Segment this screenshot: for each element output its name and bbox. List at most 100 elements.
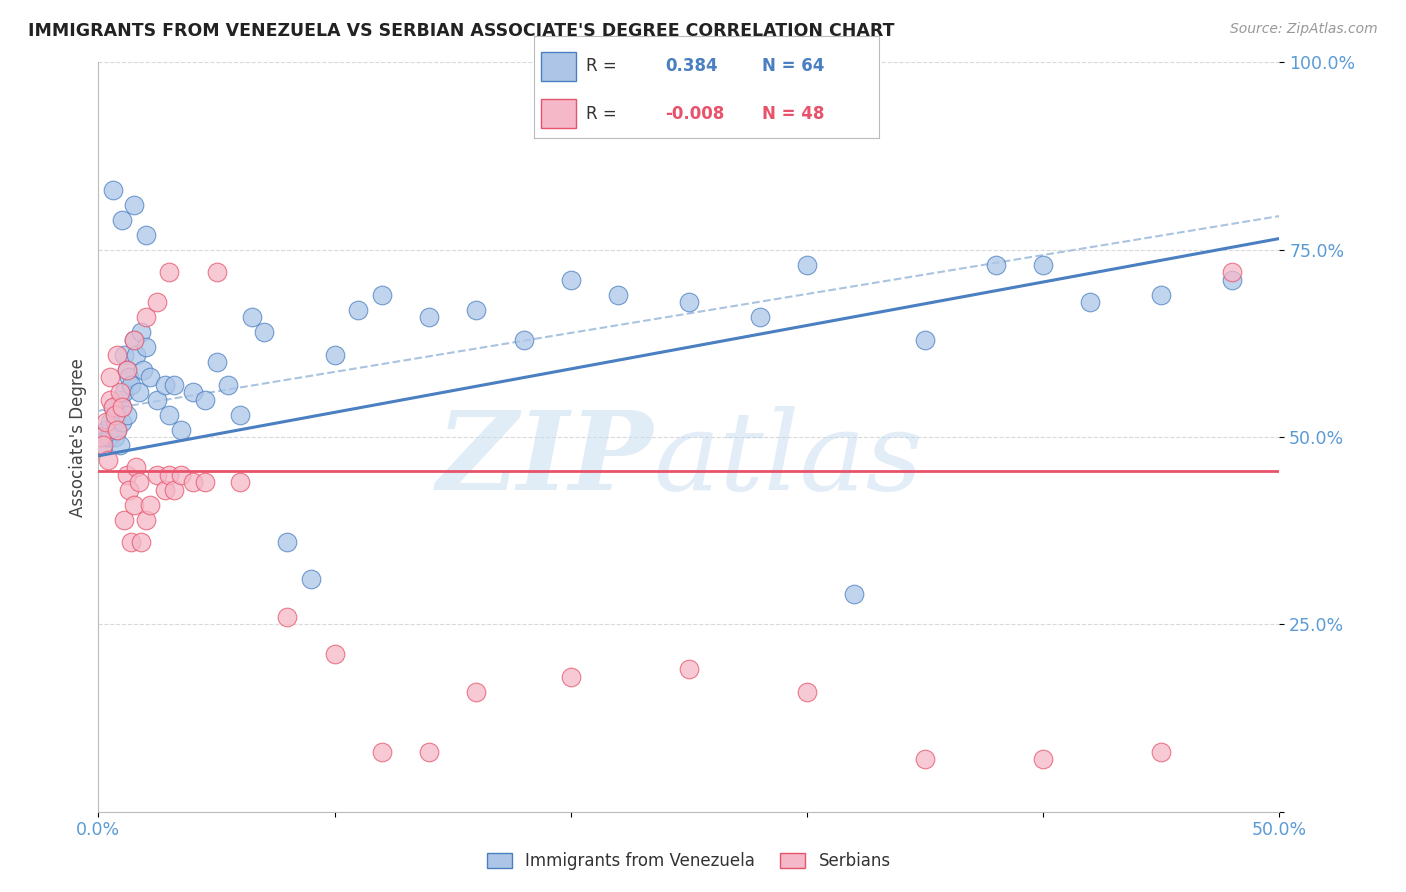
Point [1150, 745, 1173, 759]
Point [157, 408, 180, 422]
Point [105, 423, 128, 437]
Point [796, 258, 818, 272]
Point [121, 377, 143, 392]
Point [125, 348, 148, 362]
Point [607, 287, 630, 301]
Point [153, 483, 176, 497]
Point [217, 377, 239, 392]
Legend: Immigrants from Venezuela, Serbians: Immigrants from Venezuela, Serbians [479, 844, 898, 879]
Point [125, 460, 148, 475]
Point [104, 415, 127, 429]
Point [560, 273, 582, 287]
Point [90, 430, 112, 444]
Point [112, 512, 135, 526]
Text: R =: R = [586, 57, 621, 76]
Point [128, 385, 150, 400]
Point [276, 535, 298, 549]
Point [678, 662, 700, 676]
Point [163, 377, 186, 392]
Point [153, 377, 176, 392]
Point [108, 437, 131, 451]
Point [146, 295, 169, 310]
Point [111, 400, 134, 414]
Point [371, 745, 394, 759]
Point [115, 408, 138, 422]
FancyBboxPatch shape [541, 52, 575, 81]
Point [229, 408, 252, 422]
Point [118, 483, 141, 497]
Point [98, 392, 121, 407]
FancyBboxPatch shape [541, 99, 575, 128]
Point [205, 265, 228, 279]
Point [157, 265, 180, 279]
Point [1032, 258, 1054, 272]
Point [115, 362, 138, 376]
Text: atlas: atlas [654, 406, 924, 513]
Point [94, 415, 117, 429]
Point [194, 475, 217, 489]
Point [112, 348, 135, 362]
Point [170, 467, 193, 482]
Point [111, 415, 134, 429]
Point [323, 648, 346, 662]
Point [122, 333, 145, 347]
Point [181, 385, 204, 400]
Point [122, 198, 145, 212]
Point [121, 535, 143, 549]
Point [1080, 295, 1102, 310]
Text: R =: R = [586, 104, 621, 122]
Point [111, 212, 134, 227]
Point [240, 310, 263, 325]
Point [97, 430, 120, 444]
Point [560, 670, 582, 684]
Point [105, 408, 128, 422]
Point [98, 415, 121, 429]
Point [132, 362, 155, 376]
Point [108, 385, 131, 400]
Point [139, 370, 162, 384]
Point [115, 467, 138, 482]
Point [135, 512, 157, 526]
Text: Source: ZipAtlas.com: Source: ZipAtlas.com [1230, 22, 1378, 37]
Point [135, 310, 157, 325]
Point [170, 423, 193, 437]
Point [101, 400, 124, 414]
Point [90, 430, 112, 444]
Point [163, 483, 186, 497]
Point [678, 295, 700, 310]
Point [371, 287, 394, 301]
Point [844, 587, 866, 601]
Point [135, 340, 157, 354]
Point [914, 333, 936, 347]
Point [91, 437, 114, 451]
Point [157, 467, 180, 482]
Point [984, 258, 1007, 272]
Point [205, 355, 228, 369]
Text: ZIP: ZIP [437, 406, 654, 513]
Text: N = 64: N = 64 [762, 57, 824, 76]
Point [512, 333, 534, 347]
Point [229, 475, 252, 489]
Y-axis label: Associate's Degree: Associate's Degree [69, 358, 87, 516]
Point [135, 227, 157, 242]
Point [323, 348, 346, 362]
Point [253, 325, 276, 339]
Point [97, 452, 120, 467]
Point [146, 467, 169, 482]
Point [111, 400, 134, 414]
Point [101, 183, 124, 197]
Point [101, 400, 124, 414]
Point [94, 423, 117, 437]
Point [98, 370, 121, 384]
Point [276, 610, 298, 624]
Point [914, 752, 936, 766]
Point [465, 685, 488, 699]
Point [129, 535, 152, 549]
Point [418, 310, 440, 325]
Point [122, 498, 145, 512]
Point [118, 370, 141, 384]
Point [104, 430, 127, 444]
Point [146, 392, 169, 407]
Point [748, 310, 770, 325]
Point [105, 348, 128, 362]
